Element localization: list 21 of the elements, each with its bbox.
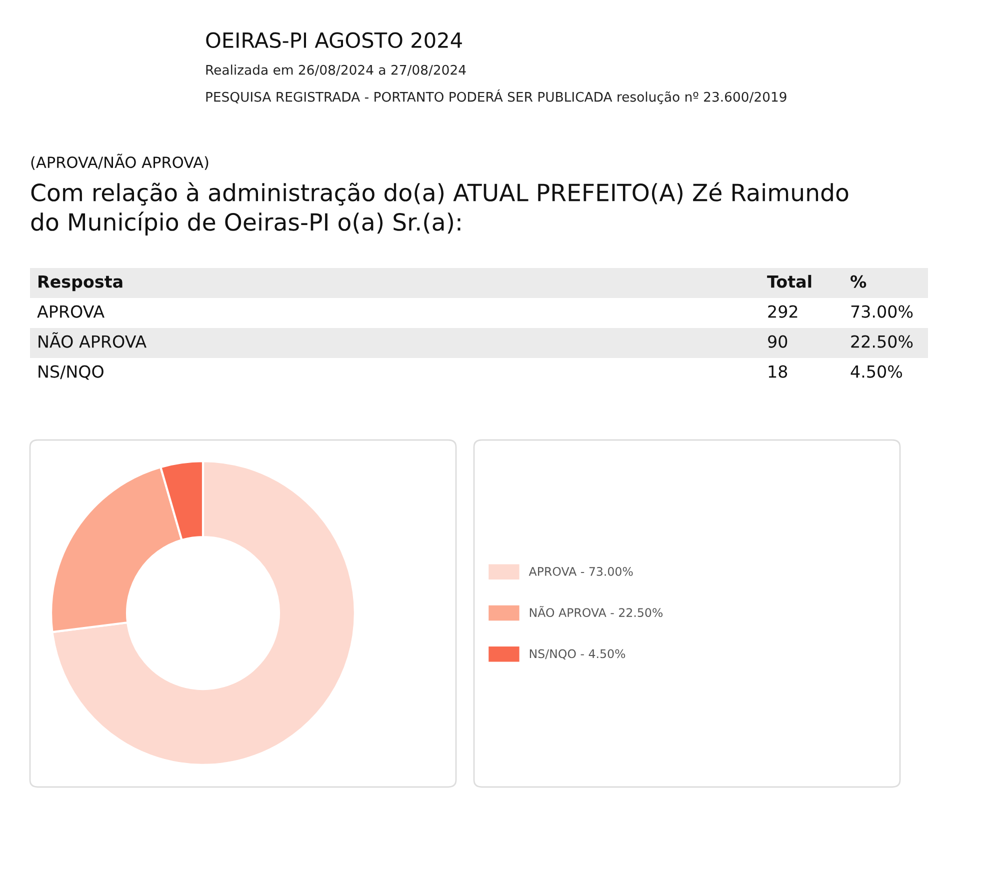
text: Realizada em 26/08/2024 a 27/08/2024 (206, 64, 466, 76)
text: NÃO APROVA (38, 332, 146, 348)
text: Total (767, 274, 812, 288)
donut-slice (51, 460, 356, 766)
text: 18 (768, 365, 788, 378)
text: OEIRAS-PI AGOSTO 2024 (206, 32, 462, 48)
text: 22.50% (851, 335, 913, 348)
text: 292 (768, 305, 798, 318)
legend-label: APROVA - 73.00% (528, 566, 633, 576)
text: APROVA (37, 305, 104, 318)
text: % (850, 275, 866, 288)
text: Resposta (38, 275, 122, 292)
text: PESQUISA REGISTRADA - PORTANTO PODERÁ SER PUBLICADA resolução nº 23.600/2019 (206, 89, 786, 104)
legend-label: NÃO APROVA - 22.50% (530, 606, 663, 618)
legend-label: NS/NQO - 4.50% (530, 649, 626, 660)
text: 4.50% (850, 365, 902, 378)
text: 73.00% (851, 305, 913, 318)
text: Com relação à administração do(a) ATUAL PREFEITO(A) Zé Raimundo do Município de Oeiras-PI o(a) Sr.(a): (31, 182, 848, 236)
text: NS/NQO (38, 365, 104, 380)
text: 90 (768, 335, 788, 348)
text: (APROVA/NÃO APROVA) (31, 154, 208, 170)
